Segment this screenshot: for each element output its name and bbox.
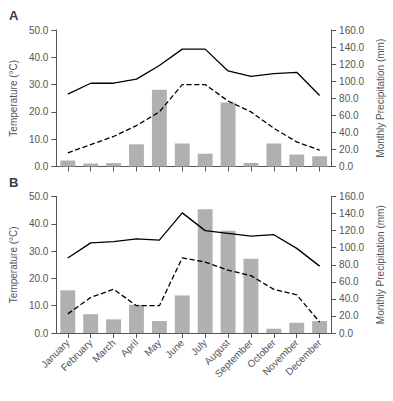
svg-text:160.0: 160.0 [339, 191, 364, 202]
svg-text:June: June [163, 337, 186, 360]
svg-text:40.0: 40.0 [29, 218, 49, 229]
svg-text:10.0: 10.0 [29, 300, 49, 311]
svg-text:A: A [9, 8, 19, 23]
svg-text:0.0: 0.0 [34, 328, 48, 339]
svg-text:40.0: 40.0 [339, 293, 359, 304]
svg-text:0.0: 0.0 [339, 161, 353, 172]
svg-text:160.0: 160.0 [339, 25, 364, 36]
svg-text:40.0: 40.0 [29, 52, 49, 63]
svg-text:100.0: 100.0 [339, 76, 364, 87]
svg-text:10.0: 10.0 [29, 134, 49, 145]
svg-text:January: January [38, 337, 72, 370]
svg-text:April: April [118, 337, 140, 359]
svg-text:20.0: 20.0 [339, 310, 359, 321]
svg-text:August: August [202, 337, 232, 367]
svg-text:20.0: 20.0 [29, 273, 49, 284]
svg-text:B: B [9, 175, 18, 190]
svg-text:120.0: 120.0 [339, 59, 364, 70]
svg-text:December: December [283, 337, 324, 378]
svg-text:80.0: 80.0 [339, 259, 359, 270]
svg-text:0.0: 0.0 [339, 328, 353, 339]
svg-text:March: March [90, 337, 117, 364]
svg-text:60.0: 60.0 [339, 110, 359, 121]
svg-text:50.0: 50.0 [29, 25, 49, 36]
svg-text:November: November [260, 337, 301, 378]
svg-text:140.0: 140.0 [339, 42, 364, 53]
svg-text:Temperature (°C): Temperature (°C) [8, 226, 19, 303]
svg-text:80.0: 80.0 [339, 93, 359, 104]
svg-text:September: September [212, 337, 255, 380]
svg-text:May: May [142, 337, 163, 358]
svg-text:Monthly Precipitation (mm): Monthly Precipitation (mm) [375, 205, 386, 324]
svg-text:120.0: 120.0 [339, 225, 364, 236]
svg-text:0.0: 0.0 [34, 161, 48, 172]
svg-text:February: February [59, 337, 95, 373]
svg-text:140.0: 140.0 [339, 208, 364, 219]
svg-text:20.0: 20.0 [339, 144, 359, 155]
svg-text:Temperature (°C): Temperature (°C) [8, 60, 19, 137]
svg-text:60.0: 60.0 [339, 276, 359, 287]
svg-text:July: July [188, 337, 210, 358]
svg-text:100.0: 100.0 [339, 242, 364, 253]
svg-text:October: October [244, 337, 278, 370]
svg-text:30.0: 30.0 [29, 79, 49, 90]
svg-text:30.0: 30.0 [29, 246, 49, 257]
svg-text:20.0: 20.0 [29, 106, 49, 117]
svg-text:40.0: 40.0 [339, 127, 359, 138]
svg-text:50.0: 50.0 [29, 191, 49, 202]
svg-text:Monthly Precipitation (mm): Monthly Precipitation (mm) [375, 39, 386, 158]
